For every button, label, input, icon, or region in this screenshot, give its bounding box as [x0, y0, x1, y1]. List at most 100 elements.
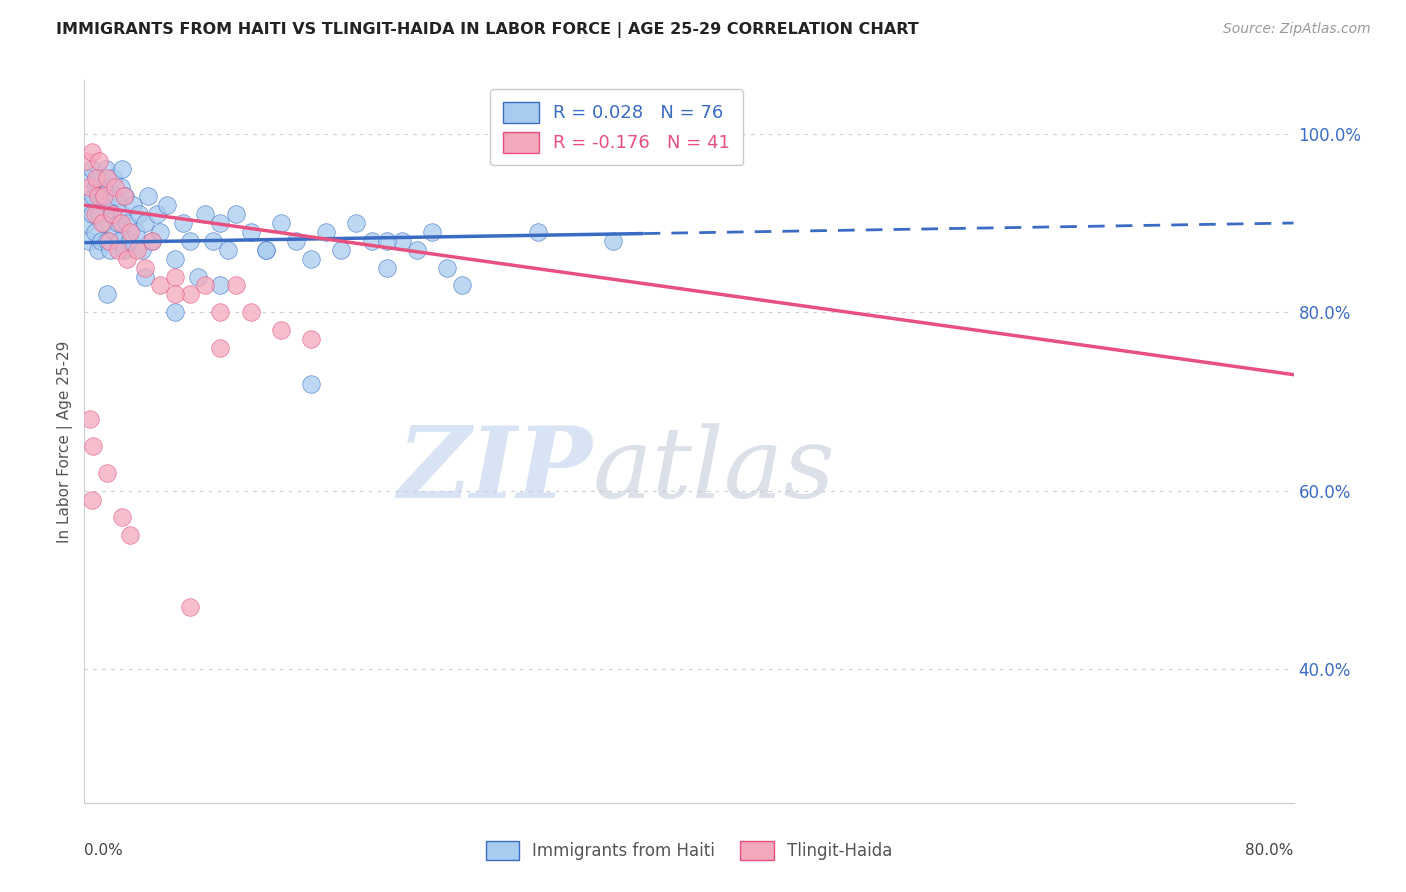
Point [451, 278, 474, 293]
Point [115, 252, 138, 266]
Point [165, 269, 187, 284]
Point [86, 171, 108, 186]
Point [100, 207, 122, 221]
Point [87, 243, 110, 257]
Point [420, 225, 443, 239]
Point [194, 278, 217, 293]
Point [209, 305, 232, 319]
Point [406, 243, 429, 257]
Point [127, 243, 149, 257]
Point [125, 225, 148, 239]
Point [436, 260, 458, 275]
Point [111, 207, 134, 221]
Point [75, 216, 97, 230]
Point [179, 287, 201, 301]
Point [527, 225, 550, 239]
Point [179, 599, 201, 614]
Legend: Immigrants from Haiti, Tlingit-Haida: Immigrants from Haiti, Tlingit-Haida [479, 834, 898, 867]
Point [94, 162, 117, 177]
Point [96, 466, 118, 480]
Point [156, 198, 179, 212]
Point [128, 207, 150, 221]
Point [254, 243, 277, 257]
Point [79, 412, 101, 426]
Point [134, 216, 156, 230]
Point [77, 180, 100, 194]
Point [89, 153, 111, 168]
Point [100, 207, 122, 221]
Point [118, 528, 141, 542]
Point [121, 198, 143, 212]
Point [179, 234, 201, 248]
Point [80, 162, 103, 177]
Point [80, 145, 103, 159]
Point [118, 234, 141, 248]
Point [84, 207, 107, 221]
Text: atlas: atlas [592, 423, 835, 518]
Point [80, 492, 103, 507]
Point [146, 207, 169, 221]
Point [89, 207, 111, 221]
Point [80, 207, 103, 221]
Point [97, 234, 120, 248]
Point [110, 216, 132, 230]
Point [108, 234, 131, 248]
Point [107, 216, 129, 230]
Point [91, 216, 114, 230]
Y-axis label: In Labor Force | Age 25-29: In Labor Force | Age 25-29 [58, 341, 73, 542]
Point [375, 234, 398, 248]
Point [391, 234, 413, 248]
Point [134, 260, 156, 275]
Text: ZIP: ZIP [398, 422, 592, 518]
Point [96, 171, 118, 186]
Text: 0.0%: 0.0% [84, 843, 124, 857]
Point [285, 234, 308, 248]
Point [209, 278, 232, 293]
Point [111, 162, 134, 177]
Point [239, 225, 262, 239]
Point [107, 243, 129, 257]
Point [330, 243, 353, 257]
Text: IMMIGRANTS FROM HAITI VS TLINGIT-HAIDA IN LABOR FORCE | AGE 25-29 CORRELATION CH: IMMIGRANTS FROM HAITI VS TLINGIT-HAIDA I… [56, 22, 920, 38]
Point [77, 234, 100, 248]
Point [299, 376, 322, 391]
Point [93, 189, 115, 203]
Text: Source: ZipAtlas.com: Source: ZipAtlas.com [1223, 22, 1371, 37]
Point [346, 216, 368, 230]
Point [136, 189, 159, 203]
Point [84, 225, 107, 239]
Point [134, 269, 156, 284]
Point [602, 234, 624, 248]
Point [165, 305, 187, 319]
Point [225, 207, 247, 221]
Point [141, 234, 163, 248]
Point [93, 216, 115, 230]
Point [209, 216, 232, 230]
Point [112, 189, 135, 203]
Point [98, 243, 121, 257]
Point [201, 234, 224, 248]
Point [141, 234, 163, 248]
Point [79, 198, 101, 212]
Point [104, 225, 127, 239]
Point [165, 252, 187, 266]
Point [115, 216, 138, 230]
Point [375, 260, 398, 275]
Point [225, 278, 247, 293]
Point [299, 252, 322, 266]
Point [104, 180, 127, 194]
Point [76, 171, 98, 186]
Point [149, 278, 172, 293]
Point [187, 269, 209, 284]
Point [90, 234, 112, 248]
Point [315, 225, 337, 239]
Point [270, 323, 292, 337]
Point [360, 234, 382, 248]
Point [149, 225, 172, 239]
Point [131, 243, 153, 257]
Point [96, 234, 118, 248]
Point [254, 243, 277, 257]
Point [89, 171, 111, 186]
Point [209, 341, 232, 355]
Point [97, 180, 120, 194]
